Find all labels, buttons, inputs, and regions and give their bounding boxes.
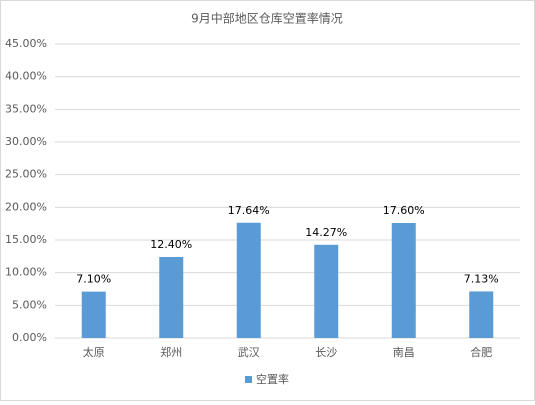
x-tick-label: 南昌 [393, 346, 415, 359]
bar [159, 256, 184, 338]
legend-label: 空置率 [256, 372, 289, 386]
bar [391, 223, 416, 338]
bar [236, 222, 261, 338]
y-tick-label: 15.00% [5, 233, 47, 246]
bar [469, 291, 494, 338]
data-label: 14.27% [305, 226, 347, 239]
x-tick-label: 长沙 [315, 346, 337, 359]
y-tick-label: 0.00% [12, 331, 47, 344]
data-label: 7.10% [76, 273, 111, 286]
x-tick-label: 太原 [83, 346, 105, 359]
x-tick-label: 合肥 [470, 345, 492, 359]
y-tick-label: 10.00% [5, 266, 47, 279]
y-tick-label: 35.00% [5, 102, 47, 115]
bar [81, 291, 106, 338]
y-tick-label: 30.00% [5, 135, 47, 148]
data-label: 12.40% [150, 238, 192, 251]
y-tick-label: 20.00% [5, 200, 47, 213]
chart-title: 9月中部地区仓库空置率情况 [191, 11, 343, 26]
x-tick-label: 郑州 [160, 345, 182, 359]
y-tick-label: 40.00% [5, 70, 47, 83]
data-label: 17.64% [228, 204, 270, 217]
data-label: 7.13% [464, 272, 499, 285]
y-tick-label: 5.00% [12, 298, 47, 311]
bar [314, 244, 339, 338]
x-tick-label: 武汉 [238, 346, 260, 359]
data-label: 17.60% [383, 204, 425, 217]
y-tick-label: 45.00% [5, 37, 47, 50]
legend-swatch [245, 376, 252, 383]
y-tick-label: 25.00% [5, 168, 47, 181]
